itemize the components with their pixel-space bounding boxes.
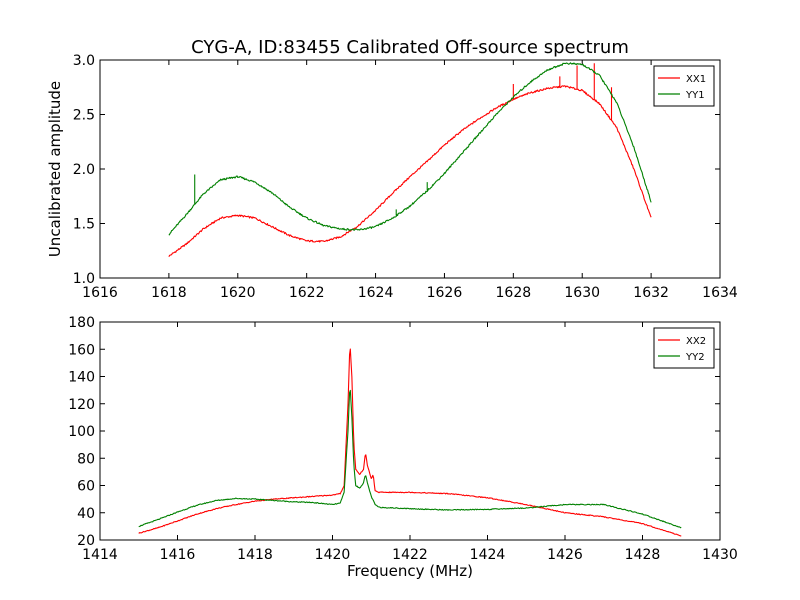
legend-label-xx2: XX2 bbox=[686, 336, 706, 347]
series-line-yy2 bbox=[138, 389, 682, 529]
bottom-panel: 1414 1416 1418 1420 1422 1424 1426 1428 1430 20 40… bbox=[68, 315, 738, 580]
y-tick-label: 180 bbox=[68, 315, 95, 331]
top-plot-frame bbox=[99, 59, 721, 279]
legend-box bbox=[653, 65, 715, 107]
y-tick-label: 60 bbox=[77, 479, 95, 495]
x-tick-label: 1418 bbox=[237, 547, 273, 563]
y-tick-label: 40 bbox=[77, 506, 95, 522]
x-tick-label: 1424 bbox=[470, 547, 506, 563]
y-tick-label: 160 bbox=[68, 342, 95, 358]
x-tick-label: 1634 bbox=[702, 285, 738, 301]
x-tick-label: 1420 bbox=[315, 547, 351, 563]
y-tick-label: 3.0 bbox=[73, 53, 95, 69]
top-panel: 1616 1618 1620 1622 1624 1626 1628 1630 1632 1634… bbox=[46, 53, 738, 301]
y-tick-label: 120 bbox=[68, 397, 95, 413]
x-tick-label: 1626 bbox=[427, 285, 463, 301]
y-tick-label: 80 bbox=[77, 451, 95, 467]
top-ylabel: Uncalibrated amplitude bbox=[46, 81, 64, 257]
y-tick-label: 20 bbox=[77, 533, 95, 549]
y-tick-label: 1.0 bbox=[73, 271, 95, 287]
x-tick-label: 1416 bbox=[160, 547, 196, 563]
x-tick-label: 1616 bbox=[82, 285, 118, 301]
chart-title: CYG-A, ID:83455 Calibrated Off-source sp… bbox=[191, 37, 629, 58]
x-tick-label: 1430 bbox=[702, 547, 738, 563]
x-tick-label: 1426 bbox=[547, 547, 583, 563]
x-tick-label: 1630 bbox=[564, 285, 600, 301]
bottom-xlabel: Frequency (MHz) bbox=[347, 562, 473, 580]
x-tick-label: 1618 bbox=[151, 285, 187, 301]
x-tick-label: 1632 bbox=[633, 285, 669, 301]
top-series bbox=[168, 62, 652, 257]
bottom-ticks: 1414 1416 1418 1420 1422 1424 1426 1428 1430 20 40… bbox=[68, 315, 738, 563]
x-tick-label: 1628 bbox=[496, 285, 532, 301]
bottom-series bbox=[138, 348, 682, 537]
y-tick-label: 140 bbox=[68, 370, 95, 386]
x-tick-label: 1620 bbox=[220, 285, 256, 301]
series-line-xx1 bbox=[168, 63, 652, 257]
y-tick-label: 1.5 bbox=[73, 217, 95, 233]
bottom-plot-frame bbox=[99, 321, 721, 541]
legend-box bbox=[653, 327, 715, 369]
x-tick-label: 1422 bbox=[392, 547, 428, 563]
y-tick-label: 2.5 bbox=[73, 108, 95, 124]
y-tick-label: 100 bbox=[68, 424, 95, 440]
x-tick-label: 1428 bbox=[625, 547, 661, 563]
legend-label-yy1: YY1 bbox=[685, 90, 705, 101]
legend-label-xx1: XX1 bbox=[686, 74, 706, 85]
x-tick-label: 1622 bbox=[289, 285, 325, 301]
legend-label-yy2: YY2 bbox=[685, 352, 705, 363]
top-ticks: 1616 1618 1620 1622 1624 1626 1628 1630 1632 1634… bbox=[73, 53, 738, 301]
series-line-xx2 bbox=[138, 348, 682, 537]
series-line-yy1 bbox=[168, 62, 652, 236]
y-tick-label: 2.0 bbox=[73, 162, 95, 178]
x-tick-label: 1624 bbox=[358, 285, 394, 301]
x-tick-label: 1414 bbox=[82, 547, 118, 563]
